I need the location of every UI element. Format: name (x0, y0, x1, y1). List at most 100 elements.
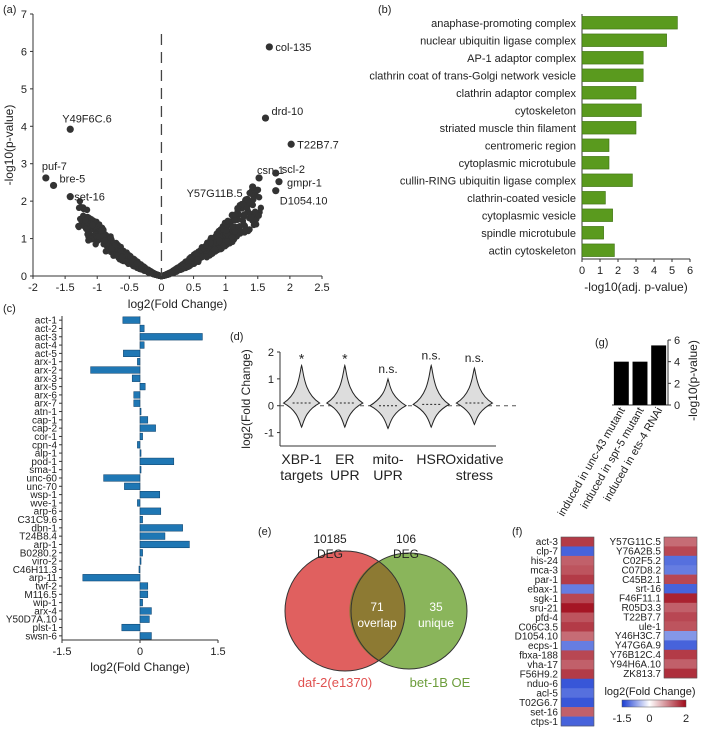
gene-bar (137, 441, 141, 449)
y-tick-label: 0 (21, 271, 27, 283)
y-axis-title: log2(Fold Change) (239, 349, 253, 448)
gene-bar (139, 333, 203, 341)
background-point (239, 200, 246, 208)
colorbar-title: log2(Fold Change) (604, 686, 695, 698)
background-point (127, 252, 134, 260)
gene-bar (103, 474, 141, 482)
heatmap-row-label: ecps-1 (528, 641, 558, 652)
group-label-line: HSR (416, 451, 446, 467)
background-point (240, 213, 247, 220)
gene-bar (138, 565, 141, 573)
x-axis-title: log2(Fold Change) (90, 660, 189, 674)
gene-bar (139, 507, 162, 515)
gene-bar (139, 424, 156, 432)
gene-label: arx-6 (34, 390, 57, 401)
go-term-label: actin cytoskeleton (489, 245, 576, 257)
background-point (85, 237, 92, 244)
background-point (133, 260, 141, 267)
y-tick-label: 0 (674, 400, 680, 412)
heatmap-cell (561, 537, 594, 547)
highlighted-point (49, 181, 58, 190)
heatmap-cell (664, 659, 697, 669)
gene-bar (139, 407, 142, 416)
heatmap-cell (561, 546, 594, 557)
go-term-label: cullin-RING ubiquitin ligase complex (400, 175, 577, 187)
heatmap-cell (561, 678, 594, 689)
heatmap-cell (561, 688, 594, 698)
background-point (231, 228, 239, 235)
heatmap-row-label: D1054.10 (515, 632, 559, 643)
gene-label: wve-1 (29, 498, 57, 509)
background-point (257, 204, 265, 212)
gene-bar (139, 341, 145, 349)
point-label: set-16 (74, 192, 105, 204)
background-point (252, 221, 260, 228)
heatmap-row-label: set-16 (530, 707, 558, 718)
gene-label: dbn-1 (31, 523, 57, 534)
gene-label: T24B8.4 (19, 532, 57, 543)
gene-label: arp-1 (34, 540, 58, 551)
highlighted-point (255, 174, 263, 182)
heatmap-cell (664, 593, 697, 604)
venn-diagram: 10185DEG106DEG71overlap35uniquedaf-2(e13… (284, 532, 471, 690)
fold-change-heatmap: act-3clp-7his-24mca-3par-1ebax-1sgk-1sru… (515, 536, 698, 728)
gene-bar (82, 574, 141, 582)
gene-bar (139, 432, 143, 441)
heatmap-cell (561, 584, 594, 594)
y-axis-title: -log10(p-value) (686, 340, 700, 421)
background-point (75, 204, 83, 212)
background-point (224, 217, 232, 224)
go-term-label: anaphase-promoting complex (431, 18, 576, 30)
background-point (231, 211, 239, 218)
background-point (194, 256, 202, 264)
go-term-bar (581, 86, 637, 100)
gene-bar (139, 549, 143, 557)
heatmap-row-label: ule-1 (639, 622, 662, 633)
go-term-bar (581, 138, 610, 152)
gene-label: arx-2 (34, 366, 57, 377)
heatmap-cell (561, 631, 594, 642)
go-term-label: clathrin adaptor complex (456, 88, 576, 100)
heatmap-row-label: his-24 (531, 556, 559, 567)
heatmap-border (560, 536, 595, 727)
panel-label-d: (d) (230, 331, 243, 343)
point-label: scl-2 (282, 164, 305, 176)
gene-bar (121, 623, 141, 632)
background-point (207, 251, 215, 258)
left-set-name: daf-2(e1370) (298, 675, 372, 690)
go-term-bar (581, 103, 642, 117)
go-term-bar (581, 16, 678, 30)
venn-outline-left (284, 550, 406, 672)
background-point (202, 253, 209, 260)
y-tick-label: 1 (268, 374, 274, 386)
heatmap-row-label: clp-7 (536, 547, 558, 558)
x-tick-label: 6 (687, 265, 693, 277)
panel-label-b: (b) (378, 4, 391, 16)
gene-bar (124, 482, 141, 490)
left-deg-label: DEG (317, 547, 343, 561)
y-tick-label: 6 (21, 46, 27, 58)
heatmap-row-label: nduo-6 (527, 679, 559, 690)
gene-bar (139, 466, 142, 474)
heatmap-cell (561, 555, 594, 566)
heatmap-cell (664, 602, 697, 613)
gene-label: pod-1 (31, 457, 57, 468)
x-tick-label: -1 (92, 282, 102, 294)
significance-marker: n.s. (465, 351, 484, 365)
point-label: bre-5 (60, 173, 86, 185)
gene-label: arp-11 (29, 573, 58, 584)
x-tick-label: 2 (287, 282, 293, 294)
gene-bar (122, 316, 141, 324)
gene-label: B0280.2 (20, 548, 58, 559)
go-term-label: cytoplasmic microtubule (459, 158, 576, 170)
group-label-line: targets (280, 467, 323, 483)
heatmap-row-label: srt-16 (635, 584, 661, 595)
enrichment-bar (632, 361, 648, 405)
gene-bar (137, 358, 141, 366)
heatmap-row-label: Y57G11C.5 (609, 537, 661, 548)
gene-bar (133, 399, 141, 407)
background-point (228, 233, 236, 241)
unique-label: unique (418, 616, 454, 630)
highlighted-point (66, 193, 74, 201)
panel-label-f: (f) (512, 526, 522, 538)
